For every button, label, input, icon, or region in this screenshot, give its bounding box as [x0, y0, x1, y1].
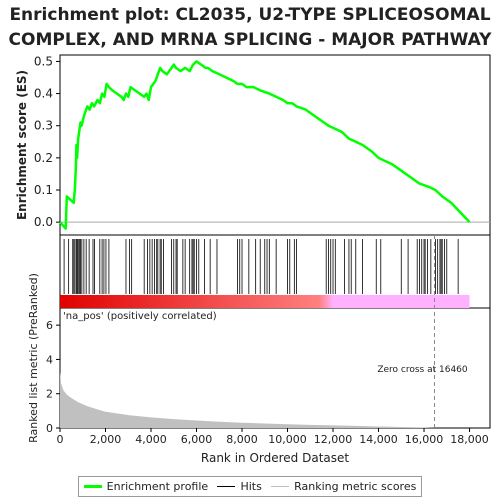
xtick-label: 10,000: [268, 433, 307, 446]
positive-correlation-label: 'na_pos' (positively correlated): [63, 311, 217, 322]
chart-title-line2: COMPLEX, AND MRNA SPLICING - MAJOR PATHW…: [8, 30, 492, 50]
legend-item-enrichment: Enrichment profile: [83, 480, 209, 493]
legend: Enrichment profile Hits Ranking metric s…: [78, 476, 422, 497]
xtick-label: 12,000: [314, 433, 353, 446]
es-ytick-label: 0.0: [34, 215, 53, 229]
legend-swatch-enrichment: [83, 485, 102, 488]
legend-swatch-ranking: [271, 486, 290, 487]
legend-item-hits: Hits: [217, 480, 262, 493]
legend-label-enrichment: Enrichment profile: [106, 480, 209, 493]
es-ytick-label: 0.5: [34, 54, 53, 68]
legend-item-ranking: Ranking metric scores: [271, 480, 416, 493]
xtick-label: 8,000: [226, 433, 258, 446]
legend-label-ranking: Ranking metric scores: [294, 480, 417, 493]
metric-ytick-label: 6: [46, 319, 53, 332]
ranked-metric-area: [60, 371, 470, 428]
metric-ytick-label: 0: [46, 422, 53, 435]
es-ytick-label: 0.3: [34, 119, 53, 133]
metric-ylabel: Ranked list metric (PreRanked): [27, 273, 40, 443]
enrichment-curve: [59, 60, 471, 230]
xtick-label: 16,000: [405, 433, 444, 446]
es-ylabel: Enrichment score (ES): [15, 70, 29, 220]
zero-cross-label: Zero cross at 16460: [377, 365, 468, 375]
metric-xlabel: Rank in Ordered Dataset: [201, 451, 349, 465]
xtick-label: 4,000: [135, 433, 167, 446]
xtick-label: 14,000: [359, 433, 398, 446]
es-ytick-label: 0.4: [34, 87, 53, 101]
legend-swatch-hits: [217, 486, 236, 487]
xtick-label: 6,000: [181, 433, 213, 446]
xtick-label: 0: [57, 433, 64, 446]
es-panel-frame: [59, 54, 491, 236]
metric-ytick-label: 4: [46, 353, 53, 366]
metric-ytick-label: 2: [46, 388, 53, 401]
xtick-label: 2,000: [90, 433, 122, 446]
chart-title-line1: Enrichment plot: CL2035, U2-TYPE SPLICEO…: [9, 5, 491, 25]
es-ytick-label: 0.1: [34, 183, 53, 197]
es-ytick-label: 0.2: [34, 151, 53, 165]
legend-label-hits: Hits: [240, 480, 262, 493]
xtick-label: 18,000: [450, 433, 489, 446]
ranking-colour-band: [60, 295, 470, 308]
